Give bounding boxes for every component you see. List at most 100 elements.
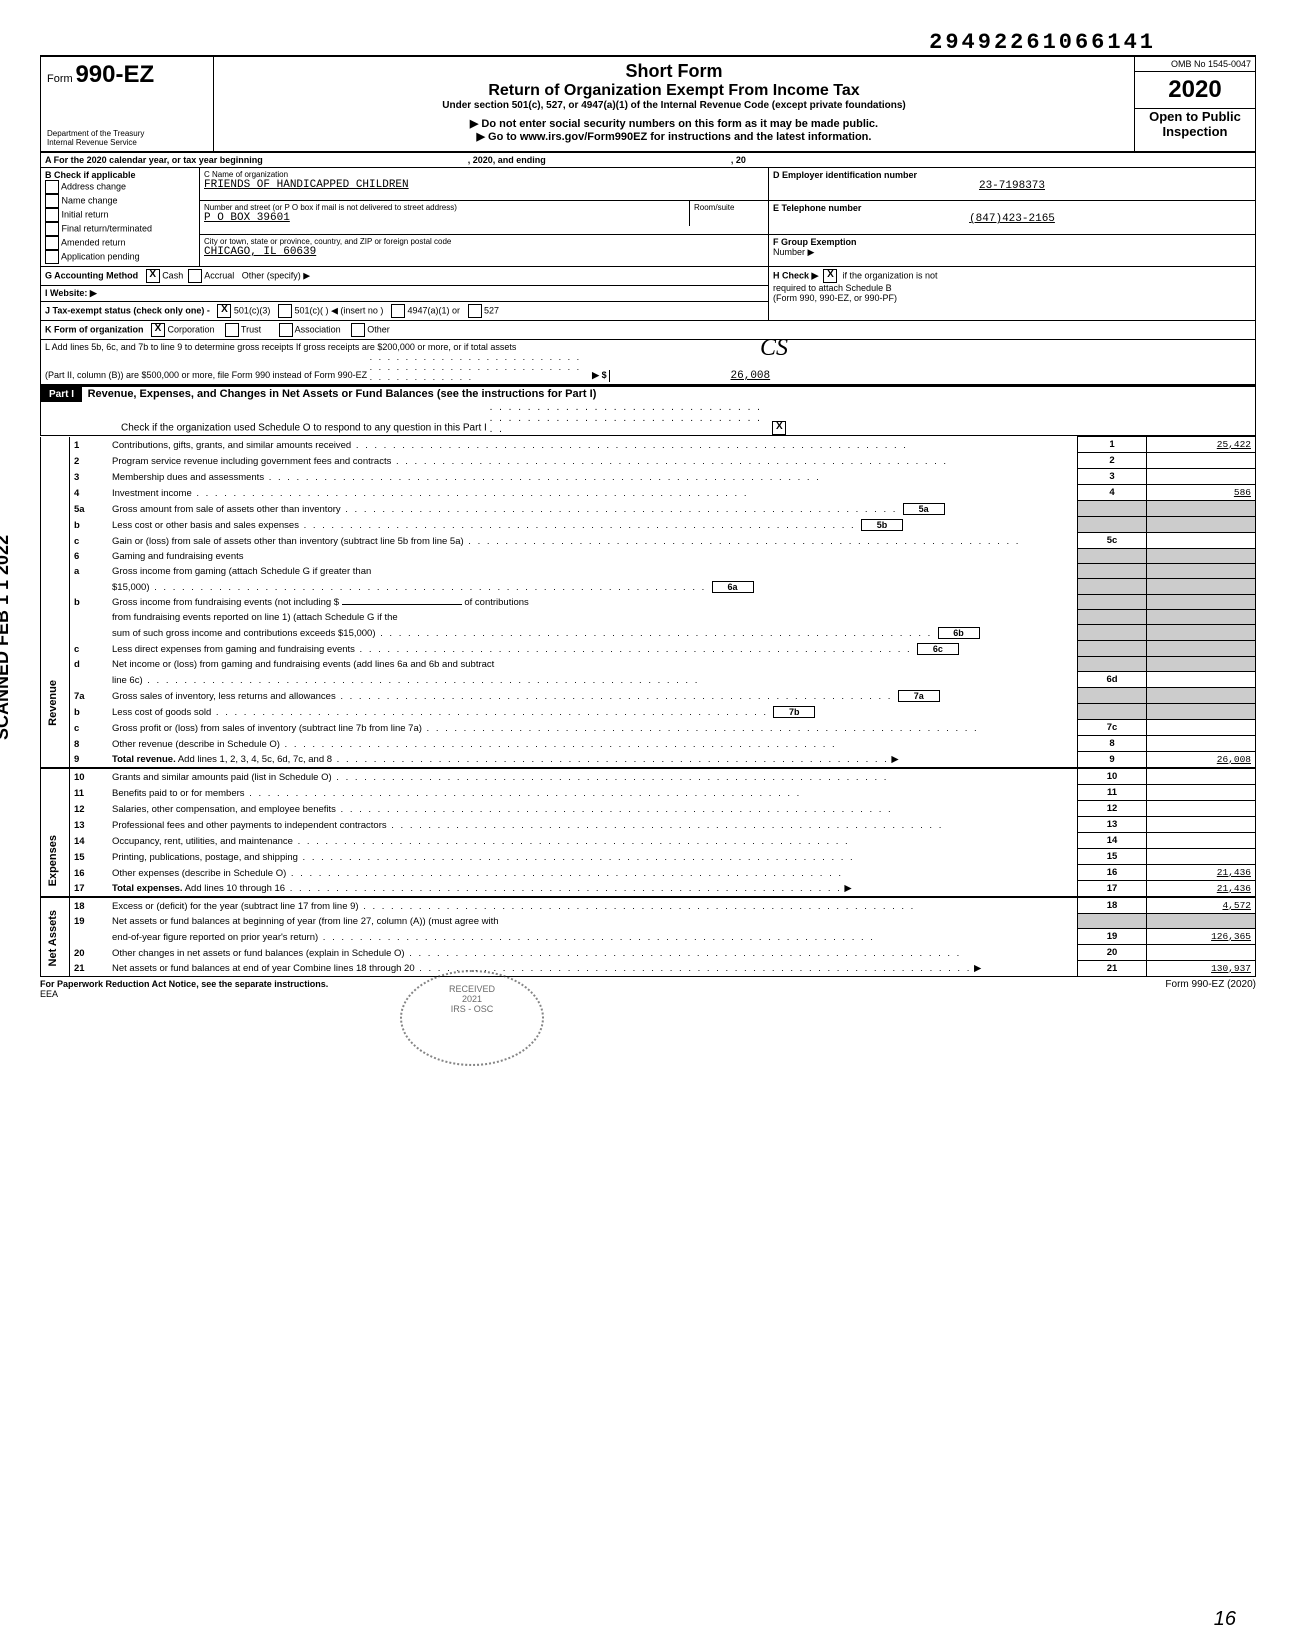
footer-left: For Paperwork Reduction Act Notice, see … xyxy=(40,979,328,989)
line-10-val xyxy=(1147,768,1256,785)
form-prefix: Form xyxy=(47,73,73,85)
application-pending-label: Application pending xyxy=(61,251,140,261)
line-2-desc: Program service revenue including govern… xyxy=(108,453,1078,469)
amended-return-checkbox[interactable] xyxy=(45,236,59,250)
line-7a-sub: 7a xyxy=(898,690,940,702)
line-11-val xyxy=(1147,785,1256,801)
line-20-val xyxy=(1147,945,1256,961)
line-13-desc: Professional fees and other payments to … xyxy=(108,817,1078,833)
phone-value: (847)423-2165 xyxy=(773,213,1251,225)
application-pending-checkbox[interactable] xyxy=(45,250,59,264)
line-18-desc: Excess or (deficit) for the year (subtra… xyxy=(108,897,1078,914)
part-i-table: Revenue 1Contributions, gifts, grants, a… xyxy=(40,436,1256,977)
line-10-desc: Grants and similar amounts paid (list in… xyxy=(108,768,1078,785)
527-checkbox[interactable] xyxy=(468,304,482,318)
room-label: Room/suite xyxy=(690,201,769,226)
form-org-label: K Form of organization xyxy=(45,324,144,334)
ein-value: 23-7198373 xyxy=(773,180,1251,192)
line-5a-desc: Gross amount from sale of assets other t… xyxy=(112,504,897,515)
final-return-label: Final return/terminated xyxy=(62,223,153,233)
line-15-desc: Printing, publications, postage, and shi… xyxy=(108,849,1078,865)
part-i-check-line: Check if the organization used Schedule … xyxy=(121,423,487,434)
addr-value: P O BOX 39601 xyxy=(204,212,685,224)
line-19-box: 19 xyxy=(1078,929,1147,945)
part-i-label: Part I xyxy=(41,387,82,402)
short-form-title: Short Form xyxy=(220,61,1128,82)
line-18-val: 4,572 xyxy=(1147,897,1256,914)
initial-return-checkbox[interactable] xyxy=(45,208,59,222)
form-number: 990-EZ xyxy=(75,61,154,88)
4947-label: 4947(a)(1) or xyxy=(407,305,460,315)
line-16-val: 21,436 xyxy=(1147,865,1256,881)
document-control-number: 29492261066141 xyxy=(40,30,1156,55)
schedule-b-checkbox[interactable]: X xyxy=(823,269,837,283)
line-2-box: 2 xyxy=(1078,453,1147,469)
cash-checkbox[interactable]: X xyxy=(146,269,160,283)
line-16-desc: Other expenses (describe in Schedule O) xyxy=(108,865,1078,881)
line-6d-val xyxy=(1147,672,1256,688)
line-6d-desc2: line 6c) xyxy=(108,672,1078,688)
assoc-label: Association xyxy=(295,324,341,334)
footer: For Paperwork Reduction Act Notice, see … xyxy=(40,979,1256,999)
city-value: CHICAGO, IL 60639 xyxy=(204,246,764,258)
ssn-note: Do not enter social security numbers on … xyxy=(481,118,878,130)
instructions-note: Go to www.irs.gov/Form990EZ for instruct… xyxy=(488,131,871,143)
tax-year: 2020 xyxy=(1135,72,1255,109)
line-8-val xyxy=(1147,736,1256,752)
line-13-val xyxy=(1147,817,1256,833)
gross-receipts-value: 26,008 xyxy=(609,370,770,382)
line-19-val: 126,365 xyxy=(1147,929,1256,945)
expenses-side-label: Expenses xyxy=(45,827,61,894)
line-6a-desc2: $15,000) xyxy=(112,582,706,593)
section-l-line1: L Add lines 5b, 6c, and 7b to line 9 to … xyxy=(45,342,1251,352)
schedule-o-checkbox[interactable]: X xyxy=(772,421,786,435)
subtitle: Under section 501(c), 527, or 4947(a)(1)… xyxy=(220,100,1128,111)
4947-checkbox[interactable] xyxy=(391,304,405,318)
trust-checkbox[interactable] xyxy=(225,323,239,337)
section-h-text: if the organization is not xyxy=(842,270,937,280)
line-4-desc: Investment income xyxy=(108,485,1078,501)
line-9-val: 26,008 xyxy=(1147,752,1256,769)
line-6b-desc2: of contributions xyxy=(464,597,528,608)
scanned-stamp: SCANNED FEB 1 1 2022 xyxy=(0,535,13,740)
line-11-desc: Benefits paid to or for members xyxy=(108,785,1078,801)
accrual-checkbox[interactable] xyxy=(188,269,202,283)
527-label: 527 xyxy=(484,305,499,315)
501c3-checkbox[interactable]: X xyxy=(217,304,231,318)
assoc-checkbox[interactable] xyxy=(279,323,293,337)
line-5a-sub: 5a xyxy=(903,503,945,515)
line-14-desc: Occupancy, rent, utilities, and maintena… xyxy=(108,833,1078,849)
address-change-checkbox[interactable] xyxy=(45,180,59,194)
group-exemption-number: Number ▶ xyxy=(773,247,1251,258)
corp-checkbox[interactable]: X xyxy=(151,323,165,337)
page-number: 16 xyxy=(1214,1608,1236,1631)
line-4-val: 586 xyxy=(1147,485,1256,501)
section-a-label: A For the 2020 calendar year, or tax yea… xyxy=(45,155,263,165)
line-7c-desc: Gross profit or (loss) from sales of inv… xyxy=(108,720,1078,736)
amended-return-label: Amended return xyxy=(61,237,126,247)
line-5c-val xyxy=(1147,533,1256,549)
section-a-mid: , 2020, and ending xyxy=(468,155,546,165)
name-change-checkbox[interactable] xyxy=(45,194,59,208)
line-6b-desc: Gross income from fundraising events (no… xyxy=(112,597,339,608)
other-org-checkbox[interactable] xyxy=(351,323,365,337)
501c-checkbox[interactable] xyxy=(278,304,292,318)
open-public: Open to Public xyxy=(1135,109,1255,124)
initial-return-label: Initial return xyxy=(62,209,109,219)
line-6d-box: 6d xyxy=(1078,672,1147,688)
line-1-desc: Contributions, gifts, grants, and simila… xyxy=(108,437,1078,453)
line-14-box: 14 xyxy=(1078,833,1147,849)
line-12-desc: Salaries, other compensation, and employ… xyxy=(108,801,1078,817)
addr-label: Number and street (or P O box if mail is… xyxy=(204,203,685,212)
line-19-desc: Net assets or fund balances at beginning… xyxy=(108,914,1078,929)
line-6c-desc: Less direct expenses from gaming and fun… xyxy=(112,644,912,655)
line-7c-box: 7c xyxy=(1078,720,1147,736)
tax-exempt-label: J Tax-exempt status (check only one) - xyxy=(45,305,210,315)
line-14-val xyxy=(1147,833,1256,849)
line-7b-sub: 7b xyxy=(773,706,815,718)
section-a-end: , 20 xyxy=(731,155,746,165)
line-6a-desc: Gross income from gaming (attach Schedul… xyxy=(112,566,371,577)
line-17-val: 21,436 xyxy=(1147,881,1256,898)
line-15-box: 15 xyxy=(1078,849,1147,865)
final-return-checkbox[interactable] xyxy=(45,222,59,236)
